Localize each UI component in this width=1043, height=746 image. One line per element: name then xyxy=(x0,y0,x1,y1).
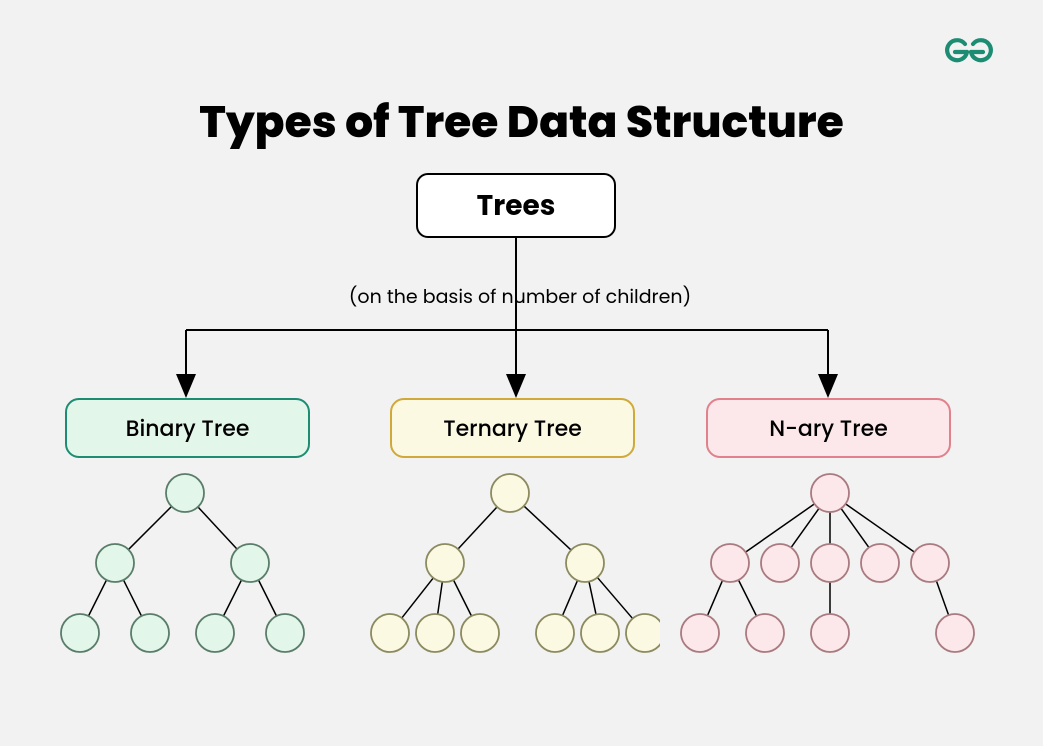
tree-node xyxy=(231,544,269,582)
root-node-label: Trees xyxy=(477,185,556,227)
tree-node xyxy=(581,614,619,652)
tree-node xyxy=(196,614,234,652)
tree-node xyxy=(166,474,204,512)
tree-node xyxy=(861,544,899,582)
tree-diagram xyxy=(50,468,320,668)
tree-node xyxy=(371,614,409,652)
tree-node xyxy=(811,544,849,582)
tree-node xyxy=(426,544,464,582)
gfg-logo xyxy=(945,38,993,66)
tree-node xyxy=(936,614,974,652)
tree-diagram xyxy=(680,468,980,668)
tree-node xyxy=(811,474,849,512)
tree-type-box: Binary Tree xyxy=(65,398,310,458)
tree-node xyxy=(566,544,604,582)
tree-node xyxy=(61,614,99,652)
tree-type-box: Ternary Tree xyxy=(390,398,635,458)
tree-node xyxy=(811,614,849,652)
tree-node xyxy=(266,614,304,652)
tree-node xyxy=(681,614,719,652)
tree-type-box: N-ary Tree xyxy=(706,398,951,458)
main-title: Types of Tree Data Structure xyxy=(0,90,1043,155)
tree-type-label: Ternary Tree xyxy=(443,412,582,445)
tree-node xyxy=(131,614,169,652)
tree-node xyxy=(711,544,749,582)
tree-node xyxy=(536,614,574,652)
tree-node xyxy=(96,544,134,582)
root-node-box: Trees xyxy=(416,173,616,238)
tree-node xyxy=(746,614,784,652)
tree-node xyxy=(911,544,949,582)
tree-diagram xyxy=(360,468,660,668)
tree-type-label: Binary Tree xyxy=(126,412,250,445)
tree-node xyxy=(626,614,660,652)
tree-type-label: N-ary Tree xyxy=(769,412,888,445)
tree-node xyxy=(491,474,529,512)
tree-node xyxy=(761,544,799,582)
subtitle-text: (on the basis of number of children) xyxy=(310,282,730,311)
tree-node xyxy=(416,614,454,652)
tree-node xyxy=(461,614,499,652)
